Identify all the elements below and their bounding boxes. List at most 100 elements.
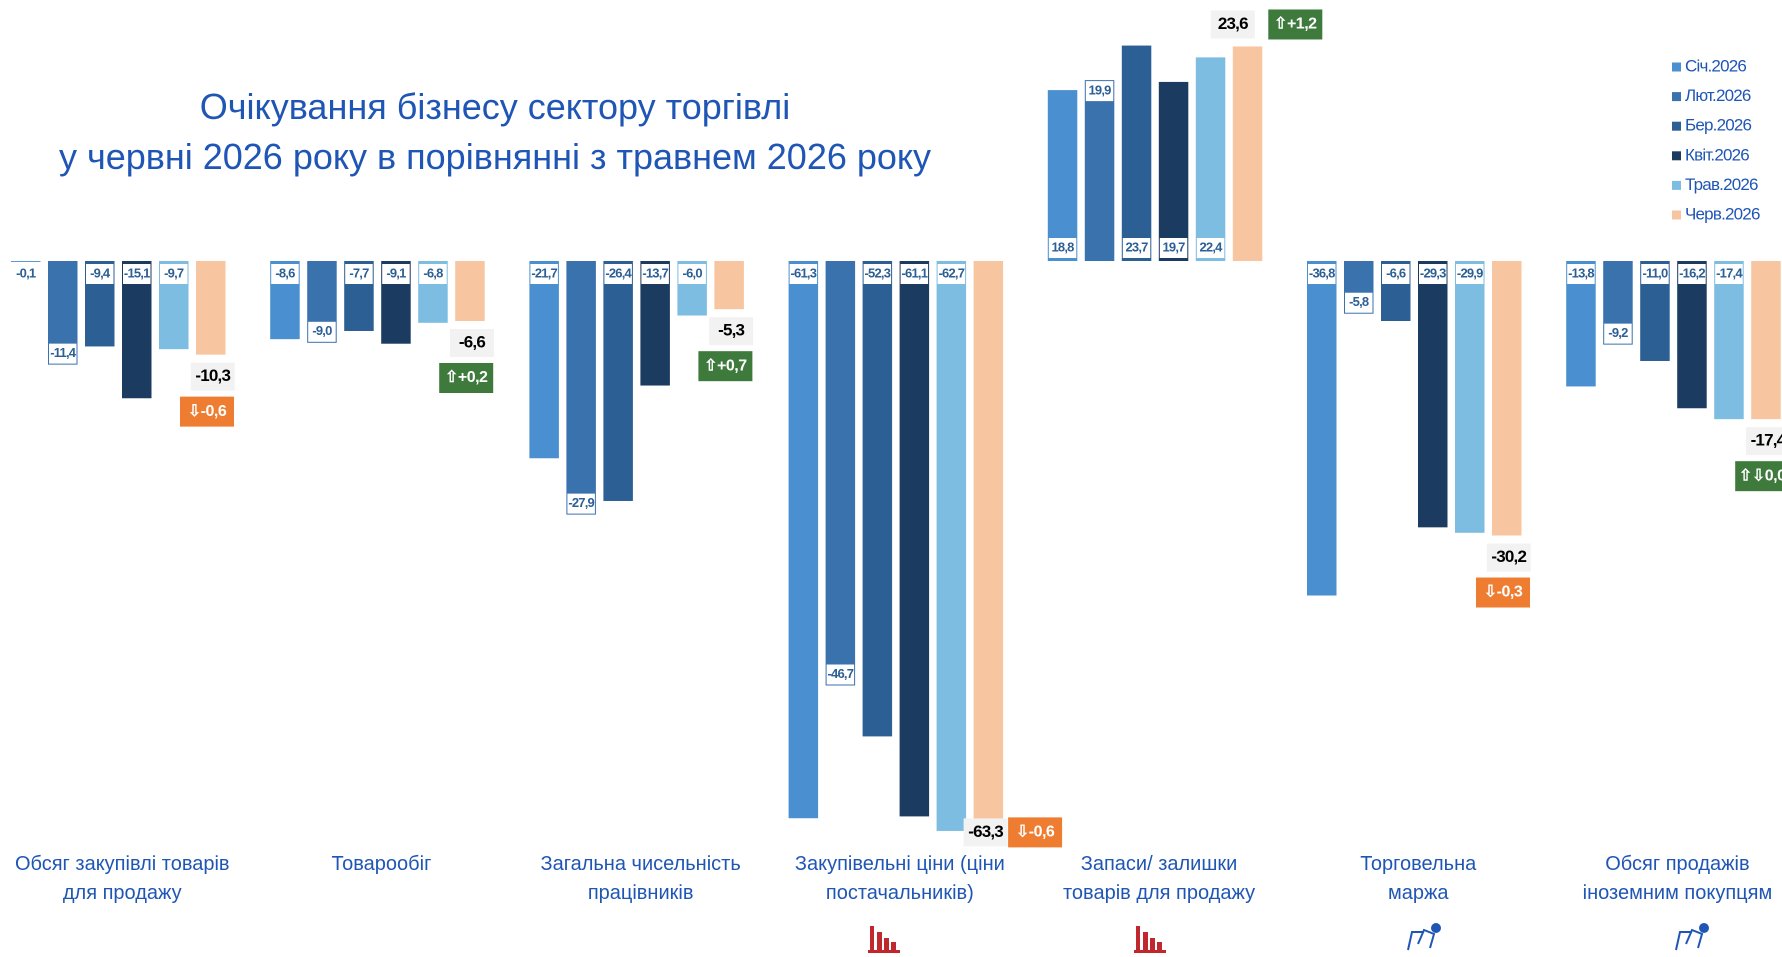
value-label: -9,2: [1608, 325, 1628, 340]
bar: [899, 261, 930, 817]
value-label: -16,2: [1679, 265, 1705, 280]
change-box: [1476, 577, 1530, 608]
change-label: ⇧⇩0,0: [1739, 467, 1782, 484]
legend-swatch: [1672, 121, 1681, 131]
value-label-bg: [1604, 323, 1632, 344]
value-label-bg: [12, 264, 40, 284]
value-label-bg: [1159, 238, 1188, 258]
category-label: Торговельна маржа: [1360, 853, 1477, 904]
value-label-bg: [382, 264, 410, 284]
bar: [603, 261, 633, 501]
bar: [1047, 90, 1078, 261]
value-label: -6,0: [683, 265, 703, 280]
value-label: -7,7: [349, 265, 369, 280]
value-label-bg: [1196, 238, 1225, 258]
bar: [529, 261, 559, 459]
value-label-bg: [863, 264, 892, 284]
value-label: -27,9: [568, 495, 594, 510]
value-label-bg: [49, 343, 77, 364]
change-box: [1008, 817, 1063, 848]
value-label: -63,3: [968, 822, 1003, 841]
value-label-bg: [1210, 10, 1255, 39]
category-label: Загальна чисельність працівників: [540, 853, 741, 904]
value-label: -5,3: [718, 321, 744, 340]
legend-label: Квіт.2026: [1685, 145, 1749, 164]
bar: [1492, 261, 1522, 536]
value-label: -61,3: [791, 265, 817, 280]
legend-label: Трав.2026: [1685, 175, 1758, 194]
value-label-bg: [1048, 238, 1077, 258]
value-label: -10,3: [195, 366, 230, 385]
value-label-bg: [567, 493, 595, 514]
legend-swatch: [1672, 62, 1681, 72]
value-label-bg: [419, 264, 447, 284]
value-label: -30,2: [1491, 547, 1526, 566]
bar: [788, 261, 819, 819]
value-label-bg: [678, 264, 706, 284]
value-label-bg: [1641, 264, 1669, 284]
value-label: -5,8: [1349, 294, 1369, 309]
value-label-bg: [1122, 238, 1151, 258]
bar: [1455, 261, 1485, 533]
legend-swatch: [1672, 151, 1681, 161]
value-label-bg: [1745, 427, 1782, 456]
value-label: 23,6: [1218, 14, 1248, 33]
bar: [862, 261, 893, 737]
value-label-bg: [123, 264, 151, 284]
value-label-bg: [86, 264, 114, 284]
value-label: -11,4: [50, 345, 76, 360]
legend-swatch: [1672, 210, 1681, 220]
value-label-bg: [1345, 292, 1373, 313]
icon: [868, 926, 1166, 953]
value-label-bg: [604, 264, 632, 284]
legend-label: Бер.2026: [1685, 116, 1752, 135]
value-label: -9,7: [164, 265, 184, 280]
value-label: -61,1: [902, 265, 928, 280]
change-label: ⇩-0,6: [1016, 824, 1055, 841]
category-label: Обсяг продажів іноземним покупцям: [1582, 853, 1773, 904]
bar: [1418, 261, 1448, 528]
change-box: [1735, 461, 1782, 492]
category-label: Закупівельні ціни (ціни постачальників): [794, 853, 1005, 904]
bar: [11, 261, 41, 262]
value-label: 19,7: [1162, 239, 1185, 254]
change-label: ⇧+0,2: [445, 369, 488, 386]
legend-swatch: [1672, 180, 1681, 190]
value-label-bg: [1085, 81, 1114, 102]
value-label: -52,3: [865, 265, 891, 280]
legend-swatch: [1672, 92, 1681, 102]
value-label-bg: [826, 664, 855, 685]
bar: [1677, 261, 1707, 409]
value-label: -36,8: [1309, 265, 1335, 280]
value-label: -21,7: [531, 265, 557, 280]
value-label: -6,8: [423, 265, 443, 280]
bar: [973, 261, 1004, 837]
bar: [455, 261, 485, 321]
icon: [1407, 923, 1709, 951]
bar: [714, 261, 744, 310]
value-label-bg: [190, 362, 235, 391]
value-label-bg: [1678, 264, 1706, 284]
value-label-bg: [789, 264, 818, 284]
change-label: ⇧+0,7: [704, 357, 747, 374]
bar: [1121, 45, 1152, 261]
value-label-bg: [345, 264, 373, 284]
change-label: ⇩-0,3: [1484, 584, 1523, 601]
value-label: 23,7: [1125, 239, 1148, 254]
value-label: -15,1: [124, 265, 150, 280]
value-label: -9,1: [386, 265, 406, 280]
value-label: -6,6: [1386, 265, 1406, 280]
change-label: ⇩-0,6: [188, 403, 227, 420]
value-label: -11,0: [1642, 265, 1667, 280]
bar: [825, 261, 856, 686]
value-label: -62,7: [939, 265, 965, 280]
change-label: ⇧+1,2: [1274, 16, 1317, 33]
bar: [1232, 46, 1263, 262]
change-box: [180, 396, 234, 427]
value-label-bg: [1486, 543, 1531, 572]
value-label-bg: [937, 264, 966, 284]
bar: [196, 261, 226, 355]
value-label: -9,4: [90, 265, 111, 280]
